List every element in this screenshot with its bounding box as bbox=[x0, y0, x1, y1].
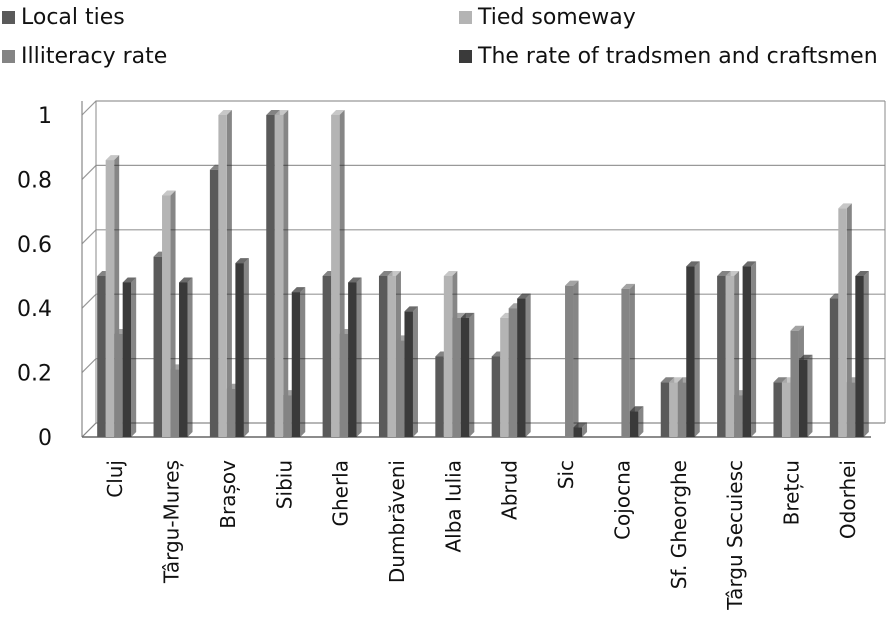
gridline bbox=[81, 293, 885, 309]
y-tick-label: 1 bbox=[38, 104, 52, 129]
x-tick-label-cluj: Cluj bbox=[103, 460, 127, 498]
bar-the-rate-of-tradsmen-and-craftsmen-cojocna bbox=[629, 406, 644, 437]
gridline bbox=[81, 422, 885, 438]
y-tick-labels: 0 0.2 0.4 0.6 0.8 1 bbox=[17, 104, 52, 451]
x-tick-label-dumbraveni: Dumbrăveni bbox=[385, 460, 409, 583]
legend-swatch-illiteracy-rate bbox=[2, 50, 15, 63]
back-floor-line bbox=[81, 422, 885, 438]
bar-the-rate-of-tradsmen-and-craftsmen-alba-iulia bbox=[460, 312, 475, 437]
bars bbox=[97, 110, 869, 438]
bar-tied-someway-sibiu bbox=[274, 110, 289, 437]
bar-the-rate-of-tradsmen-and-craftsmen-bretcu bbox=[798, 354, 813, 437]
grid-lines bbox=[81, 100, 885, 438]
x-tick-label-sic: Sic bbox=[554, 460, 578, 489]
gridline bbox=[81, 164, 885, 180]
y-tick-label: 0 bbox=[38, 426, 52, 451]
bar-the-rate-of-tradsmen-and-craftsmen-odorhei bbox=[855, 271, 869, 437]
legend-label-tradsmen-rate: The rate of tradsmen and craftsmen bbox=[478, 44, 878, 69]
bar-the-rate-of-tradsmen-and-craftsmen-sibiu bbox=[291, 287, 306, 437]
x-tick-label-targu-secuiesc: Târgu Secuiesc bbox=[723, 460, 747, 611]
legend-label-tied-someway: Tied someway bbox=[478, 5, 636, 30]
x-tick-label-alba-iulia: Alba Iulia bbox=[441, 460, 465, 553]
bar-the-rate-of-tradsmen-and-craftsmen-gherla bbox=[348, 277, 362, 437]
x-tick-label-targu-mures: Târgu-Mureș bbox=[160, 460, 184, 584]
legend-label-local-ties: Local ties bbox=[21, 5, 125, 30]
legend-item-local-ties: Local ties bbox=[2, 5, 125, 30]
x-tick-label-brasov: Brașov bbox=[216, 460, 240, 529]
y-tick-label: 0.2 bbox=[17, 362, 52, 387]
bar-illiteracy-rate-sic bbox=[565, 280, 579, 437]
legend-swatch-tradsmen-rate bbox=[459, 50, 472, 63]
x-tick-label-bretcu: Brețcu bbox=[779, 460, 803, 525]
y-tick-label: 0.6 bbox=[17, 233, 52, 258]
legend-label-illiteracy-rate: Illiteracy rate bbox=[21, 44, 168, 69]
bar-the-rate-of-tradsmen-and-craftsmen-brasov bbox=[235, 258, 249, 437]
bar-the-rate-of-tradsmen-and-craftsmen-targu-mures bbox=[179, 277, 193, 437]
x-tick-label-gherla: Gherla bbox=[329, 460, 353, 527]
gridline bbox=[81, 100, 885, 116]
x-tick-labels: Cluj Târgu-Mureș Brașov Sibiu Gherla Dumbrăve… bbox=[103, 460, 860, 611]
axes bbox=[81, 101, 886, 438]
x-tick-label-abrud: Abrud bbox=[498, 460, 522, 520]
legend-item-illiteracy-rate: Illiteracy rate bbox=[2, 44, 167, 69]
bar-the-rate-of-tradsmen-and-craftsmen-sf-gheorghe bbox=[686, 261, 700, 437]
y-tick-label: 0.8 bbox=[17, 168, 52, 193]
legend-swatch-local-ties bbox=[2, 11, 15, 24]
y-tick-label: 0.4 bbox=[17, 297, 52, 322]
bar-the-rate-of-tradsmen-and-craftsmen-sic bbox=[573, 422, 588, 437]
x-tick-label-sf-gheorghe: Sf. Gheorghe bbox=[667, 460, 691, 589]
gridline bbox=[81, 229, 885, 245]
legend-item-tied-someway: Tied someway bbox=[459, 5, 636, 30]
bar-the-rate-of-tradsmen-and-craftsmen-dumbraveni bbox=[404, 306, 418, 437]
bar-the-rate-of-tradsmen-and-craftsmen-targu-secuiesc bbox=[742, 261, 757, 437]
bar-the-rate-of-tradsmen-and-craftsmen-cluj bbox=[122, 277, 137, 437]
legend-item-tradsmen-rate: The rate of tradsmen and craftsmen bbox=[459, 44, 878, 69]
chart-legend: Local ties Tied someway Illiteracy rate … bbox=[0, 0, 889, 80]
bar-the-rate-of-tradsmen-and-craftsmen-abrud bbox=[517, 293, 531, 437]
x-tick-label-cojocna: Cojocna bbox=[610, 460, 634, 540]
x-tick-label-odorhei: Odorhei bbox=[836, 460, 860, 539]
legend-swatch-tied-someway bbox=[459, 11, 472, 24]
gridline bbox=[81, 358, 885, 374]
x-tick-label-sibiu: Sibiu bbox=[272, 460, 296, 509]
bar-tied-someway-brasov bbox=[218, 110, 232, 437]
bar-illiteracy-rate-cojocna bbox=[621, 283, 635, 437]
